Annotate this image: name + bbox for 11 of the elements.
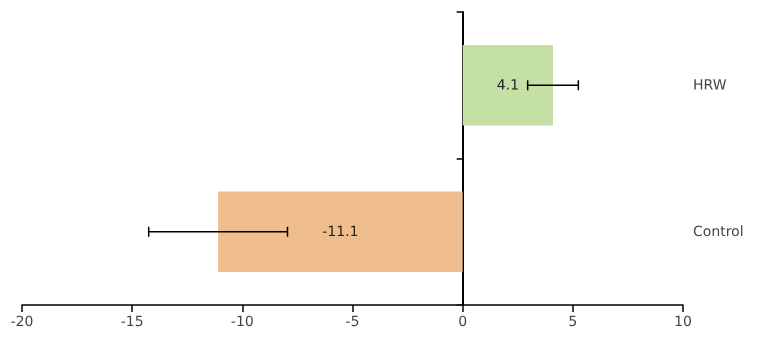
x-tick-label: -15 (120, 314, 144, 330)
x-tick-label: -20 (10, 314, 34, 330)
x-tick-label: -10 (230, 314, 254, 330)
x-tick-label: 10 (674, 314, 692, 330)
data-label: -11.1 (322, 224, 358, 240)
y-tick-label: HRW (693, 77, 727, 94)
x-tick-label: 5 (568, 314, 578, 330)
y-tick-label: Control (693, 224, 744, 240)
data-label: 4.1 (496, 77, 519, 94)
x-tick-label: 0 (458, 314, 468, 330)
x-tick-label: -5 (346, 314, 360, 330)
